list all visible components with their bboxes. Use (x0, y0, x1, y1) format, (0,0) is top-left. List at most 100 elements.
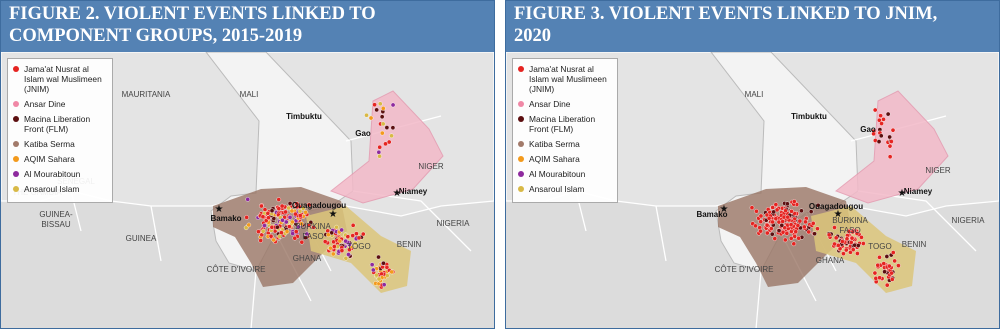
event-dot (758, 213, 764, 219)
country-label: GUINEA- (39, 210, 73, 219)
country-label: FASO (302, 232, 323, 241)
event-dot (815, 202, 821, 208)
event-dot (872, 107, 878, 113)
legend-item: Jama'at Nusrat al Islam wal Muslimeen (J… (517, 64, 613, 94)
map: MALIALGERIANIGERBURKINAFASOCÔTE D'IVOIRE… (506, 52, 999, 328)
event-dot (269, 208, 275, 213)
country-label: TOGO (347, 242, 370, 251)
event-dot (290, 231, 295, 236)
event-dot (855, 251, 860, 256)
event-dot (764, 230, 770, 236)
event-dot (368, 115, 374, 121)
event-dot (268, 233, 274, 239)
area-flm (718, 187, 852, 287)
event-dot (384, 125, 390, 130)
event-dot (810, 221, 816, 226)
event-dot (364, 112, 369, 118)
event-dot (347, 247, 352, 253)
city-label: Gao (355, 129, 371, 138)
event-dot (780, 219, 785, 224)
legend-swatch (518, 186, 524, 192)
legend-item: Ansar Dine (517, 99, 613, 109)
event-dot (766, 215, 772, 221)
event-dot (381, 282, 387, 287)
title-line: FIGURE 3. VIOLENT EVENTS LINKED TO JNIM, (514, 4, 938, 24)
event-dot (265, 211, 271, 216)
event-dot (754, 208, 759, 214)
event-dot (846, 229, 852, 234)
city-label: Ouagadougou (809, 202, 863, 211)
event-dot (369, 262, 375, 267)
event-dot (753, 223, 758, 229)
legend-swatch (518, 171, 524, 177)
legend-item: Macina Liberation Front (FLM) (12, 114, 108, 134)
event-dot (871, 131, 876, 137)
event-dot (887, 134, 892, 140)
event-dot (289, 208, 295, 214)
area-jnim-north (329, 90, 444, 204)
legend-swatch (13, 171, 19, 177)
event-dot (773, 216, 779, 221)
event-dot (296, 224, 301, 230)
event-dot (275, 224, 280, 230)
event-dot (337, 238, 343, 244)
event-dot (861, 241, 866, 246)
event-dot (286, 205, 291, 211)
event-dot (346, 252, 351, 257)
title-line: COMPONENT GROUPS, 2015-2019 (9, 26, 303, 46)
event-dot (277, 234, 282, 239)
event-dot (782, 237, 788, 243)
event-dot (244, 215, 249, 220)
event-dot (343, 255, 349, 261)
country-label: GHANA (816, 256, 845, 265)
country-label: BENIN (397, 240, 422, 249)
event-dot (376, 254, 381, 260)
event-dot (343, 238, 348, 244)
event-dot (322, 239, 328, 244)
event-dot (260, 214, 266, 220)
event-dot (245, 197, 251, 202)
event-dot (758, 228, 763, 234)
event-dot (279, 230, 284, 235)
country-label: BISSAU (41, 220, 71, 229)
event-dot (887, 154, 893, 160)
event-dot (785, 201, 790, 207)
capital-star: ★ (834, 209, 843, 220)
event-dot (881, 117, 886, 122)
event-dot (306, 202, 312, 208)
figure-panel: FIGURE 2. VIOLENT EVENTS LINKED TO COMPON… (0, 0, 495, 329)
event-dot (376, 276, 382, 282)
event-dot (882, 269, 887, 275)
country-label: NIGERIA (952, 216, 986, 225)
event-dot (889, 139, 894, 144)
event-dot (377, 144, 382, 150)
city-label: Niamey (904, 187, 933, 196)
legend-item: Katiba Serma (517, 139, 613, 149)
event-dot (339, 227, 344, 233)
event-dot (293, 211, 298, 217)
event-dot (878, 113, 883, 118)
legend-swatch (13, 101, 19, 107)
event-dot (788, 236, 794, 241)
legend-swatch (13, 141, 19, 147)
title-bar: FIGURE 3. VIOLENT EVENTS LINKED TO JNIM,… (506, 1, 999, 52)
event-dot (356, 235, 362, 241)
event-dot (339, 248, 345, 253)
capital-star: ★ (720, 204, 729, 215)
event-dot (803, 219, 808, 225)
event-dot (379, 114, 385, 120)
event-dot (345, 234, 351, 239)
event-dot (749, 205, 755, 211)
title-line: FIGURE 2. VIOLENT EVENTS LINKED TO (9, 4, 376, 24)
city-label: Timbuktu (791, 112, 827, 121)
event-dot (259, 203, 264, 209)
event-dot (780, 229, 786, 235)
legend-swatch (518, 156, 524, 162)
event-dot (854, 231, 860, 236)
event-dot (372, 102, 377, 108)
event-dot (887, 263, 892, 269)
country-label: GUINEA (126, 234, 157, 243)
country-label: BURKINA (832, 216, 868, 225)
event-dot (840, 239, 845, 244)
